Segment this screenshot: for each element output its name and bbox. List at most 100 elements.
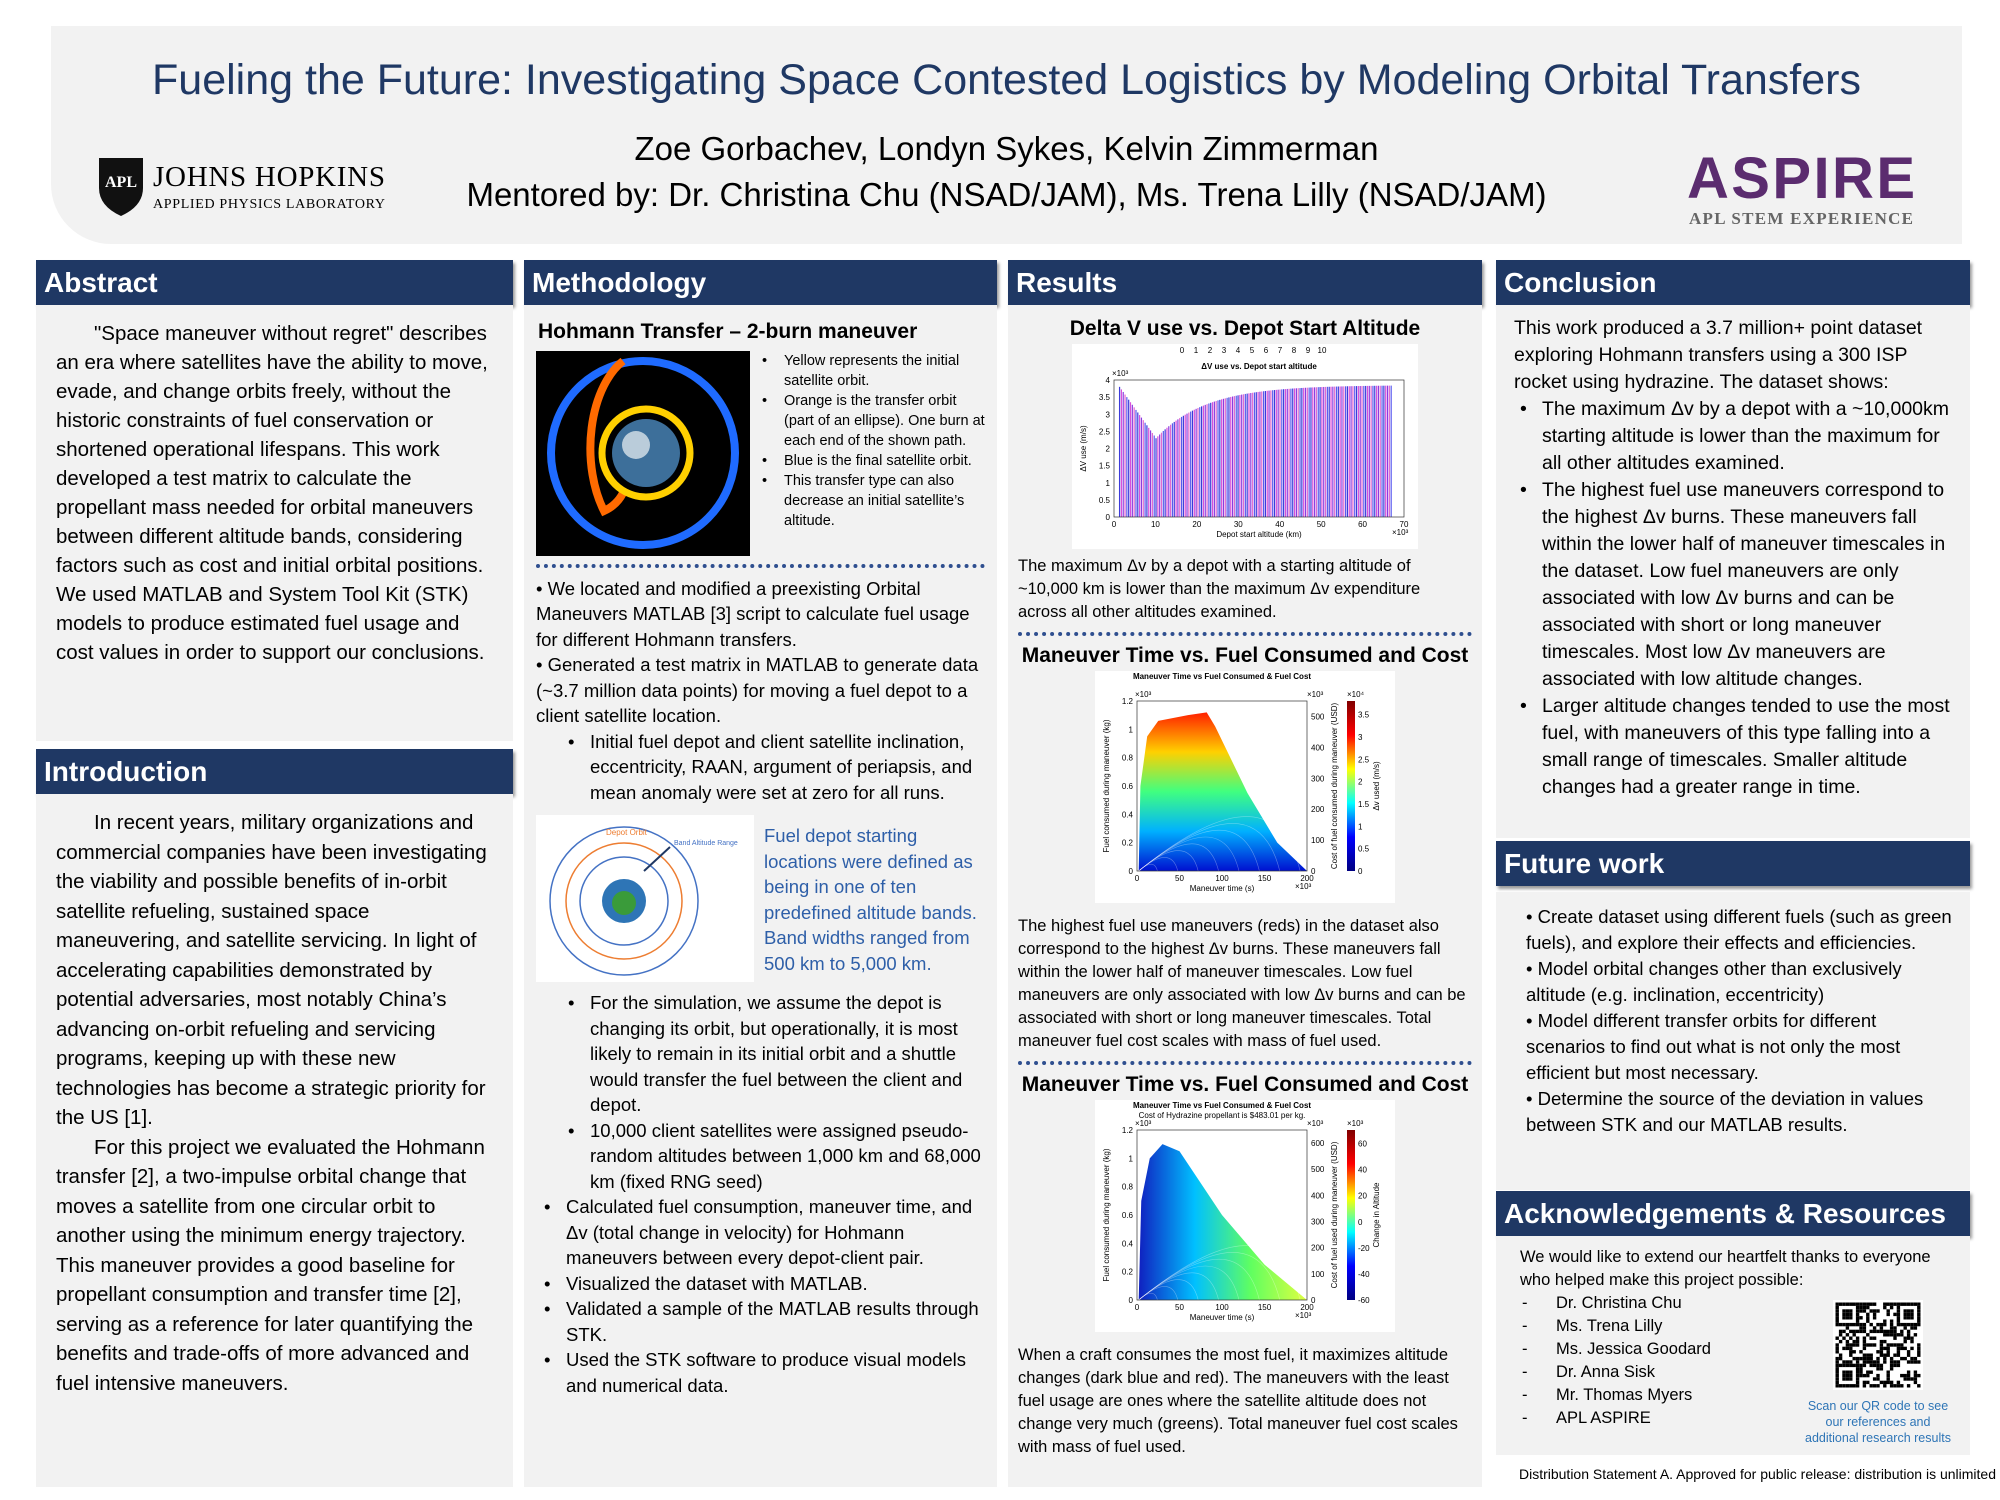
ack-name: APL ASPIRE xyxy=(1520,1407,1956,1430)
ack-name: Mr. Thomas Myers xyxy=(1520,1384,1956,1407)
contour xyxy=(1138,1258,1260,1301)
qr-module xyxy=(1886,1377,1890,1381)
qr-module xyxy=(1869,1363,1873,1368)
bar-shape xyxy=(1359,386,1361,517)
qr-module xyxy=(1838,1333,1843,1337)
qr-module xyxy=(1835,1336,1839,1340)
qr-module xyxy=(1862,1322,1867,1327)
qr-caption: Scan our QR code to see our references a… xyxy=(1805,1399,1951,1445)
colorbar-tick-label: 1 xyxy=(1358,822,1363,831)
qr-module xyxy=(1906,1329,1911,1334)
plot-frame xyxy=(1113,379,1405,518)
qr-module xyxy=(1862,1302,1867,1306)
qr-module xyxy=(1835,1322,1839,1327)
qr-module xyxy=(1876,1363,1880,1368)
bar-shape xyxy=(1188,412,1190,517)
qr-module xyxy=(1917,1312,1921,1317)
qr-module xyxy=(1859,1350,1863,1354)
bar-shape xyxy=(1180,416,1183,517)
qr-module xyxy=(1869,1353,1873,1357)
bar-shape xyxy=(1139,415,1141,517)
bar-shape xyxy=(1257,391,1259,517)
abstract-text: "Space maneuver without regret" describe… xyxy=(56,322,488,664)
bar-shape xyxy=(1122,391,1124,517)
qr-module xyxy=(1879,1322,1884,1327)
bar-shape xyxy=(1155,438,1157,517)
bar-shape xyxy=(1157,436,1159,517)
colorbar-label: 4 xyxy=(1236,346,1241,355)
qr-module xyxy=(1855,1312,1860,1317)
qr-module xyxy=(1835,1370,1839,1374)
y-tick-label: 0.5 xyxy=(1099,496,1111,505)
bar-shape xyxy=(1334,386,1336,517)
bar-shape xyxy=(1366,385,1369,517)
qr-module xyxy=(1900,1373,1904,1378)
figure-heading: Maneuver Time vs. Fuel Consumed and Cost xyxy=(1021,644,1469,667)
qr-module xyxy=(1859,1326,1863,1330)
qr-module xyxy=(1866,1360,1870,1364)
qr-module xyxy=(1879,1353,1884,1357)
bar-shape xyxy=(1166,427,1168,517)
bar-shape xyxy=(1151,432,1153,517)
qr-module xyxy=(1869,1370,1873,1374)
bar-shape xyxy=(1199,407,1201,517)
orbit-ring xyxy=(565,842,683,960)
qr-module xyxy=(1845,1322,1850,1327)
qr-module xyxy=(1835,1346,1839,1351)
qr-module xyxy=(1906,1309,1911,1313)
qr-module xyxy=(1862,1373,1867,1378)
bar-shape xyxy=(1345,386,1347,517)
qr-module xyxy=(1876,1329,1880,1334)
qr-module xyxy=(1852,1302,1856,1306)
qr-module xyxy=(1913,1373,1918,1378)
qr-module xyxy=(1862,1309,1867,1313)
qr-module xyxy=(1869,1360,1873,1364)
qr-module xyxy=(1883,1384,1887,1388)
qr-module xyxy=(1879,1367,1884,1371)
bar-shape xyxy=(1328,386,1330,517)
contour xyxy=(1138,829,1260,872)
bar-shape xyxy=(1230,396,1232,517)
qr-module xyxy=(1879,1343,1884,1347)
contour xyxy=(1138,1286,1179,1301)
figure-notes: Yellow represents the initial satellite … xyxy=(758,351,985,556)
separator xyxy=(536,563,985,568)
bar-shape xyxy=(1173,421,1175,517)
qr-module xyxy=(1862,1353,1867,1357)
qr-module xyxy=(1917,1302,1921,1306)
logo-sub: APL STEM EXPERIENCE xyxy=(1689,209,1913,228)
bar-shape xyxy=(1348,386,1350,517)
y2-tick-label: 600 xyxy=(1311,1139,1325,1148)
qr-module xyxy=(1866,1319,1870,1323)
contour xyxy=(1138,1245,1301,1301)
bar-shape xyxy=(1385,385,1387,517)
qr-module xyxy=(1849,1336,1853,1340)
ack-name: Dr. Christina Chu xyxy=(1520,1292,1956,1315)
qr-module xyxy=(1849,1363,1853,1368)
bar-shape xyxy=(1368,385,1370,517)
conclusion-point: The highest fuel use maneuvers correspon… xyxy=(1516,477,1956,693)
bar-shape xyxy=(1386,385,1389,517)
y-tick-label: 0.4 xyxy=(1122,1239,1134,1248)
qr-module xyxy=(1835,1367,1839,1371)
qr-module xyxy=(1913,1356,1918,1361)
qr-module xyxy=(1849,1302,1853,1306)
bar-shape xyxy=(1286,388,1288,517)
qr-module xyxy=(1862,1329,1867,1334)
bar-shape xyxy=(1266,390,1268,517)
bar-shape xyxy=(1273,390,1276,517)
qr-module xyxy=(1893,1353,1897,1357)
y-label: Fuel consumed during maneuver (kg) xyxy=(1102,1148,1111,1281)
qr-module xyxy=(1835,1305,1839,1310)
qr-module xyxy=(1903,1356,1907,1361)
qr-module xyxy=(1883,1322,1887,1327)
qr-module xyxy=(1889,1333,1894,1337)
contour xyxy=(1138,850,1199,872)
method-substep: Initial fuel depot and client satellite … xyxy=(564,729,985,806)
qr-module xyxy=(1886,1333,1890,1337)
colorbar-tick-label: -60 xyxy=(1358,1296,1370,1305)
chart: Maneuver Time vs Fuel Consumed & Fuel Co… xyxy=(1095,671,1395,903)
orbit-label: Depot Orbit xyxy=(606,828,648,837)
qr-module xyxy=(1866,1333,1870,1337)
qr-module xyxy=(1879,1329,1884,1334)
